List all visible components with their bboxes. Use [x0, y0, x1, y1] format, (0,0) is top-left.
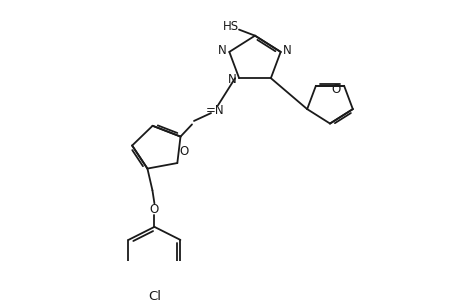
Text: N: N — [218, 44, 226, 57]
Text: N: N — [283, 44, 291, 57]
Text: N: N — [227, 74, 236, 86]
Text: HS: HS — [223, 20, 239, 34]
Text: =N: =N — [205, 104, 224, 117]
Text: Cl: Cl — [148, 290, 161, 300]
Text: O: O — [330, 83, 340, 96]
Text: O: O — [179, 145, 188, 158]
Text: O: O — [150, 203, 159, 216]
